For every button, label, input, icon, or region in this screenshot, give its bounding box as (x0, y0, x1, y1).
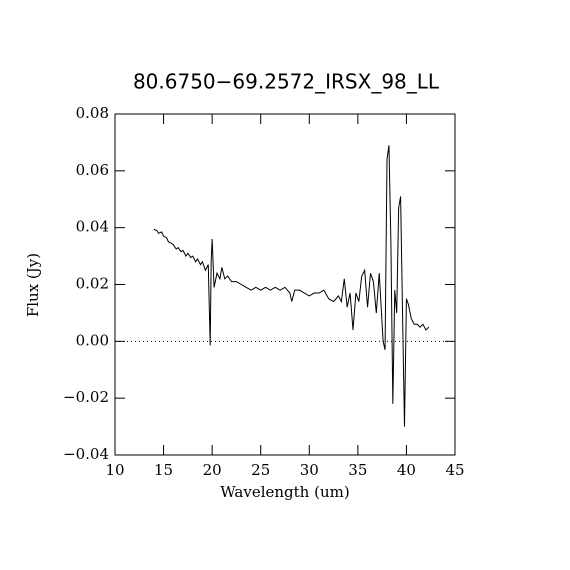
y-tick-label: −0.02 (63, 388, 109, 406)
y-tick-label: 0.02 (76, 275, 109, 293)
chart-title: 80.6750−69.2572_IRSX_98_LL (133, 70, 440, 94)
x-tick-label: 20 (203, 461, 222, 479)
y-axis-label: Flux (Jy) (24, 253, 42, 317)
x-tick-label: 45 (445, 461, 464, 479)
x-tick-label: 15 (154, 461, 173, 479)
x-tick-label: 10 (105, 461, 124, 479)
y-tick-label: −0.04 (63, 445, 109, 463)
y-tick-label: 0.06 (76, 161, 109, 179)
x-axis-label: Wavelength (um) (220, 483, 349, 501)
y-tick-label: 0.08 (76, 104, 109, 122)
spectrum-line (153, 145, 430, 427)
x-tick-label: 35 (348, 461, 367, 479)
y-tick-label: 0.04 (76, 218, 109, 236)
x-tick-label: 40 (397, 461, 416, 479)
x-tick-label: 25 (251, 461, 270, 479)
y-tick-label: 0.00 (76, 331, 109, 349)
x-tick-label: 30 (300, 461, 319, 479)
